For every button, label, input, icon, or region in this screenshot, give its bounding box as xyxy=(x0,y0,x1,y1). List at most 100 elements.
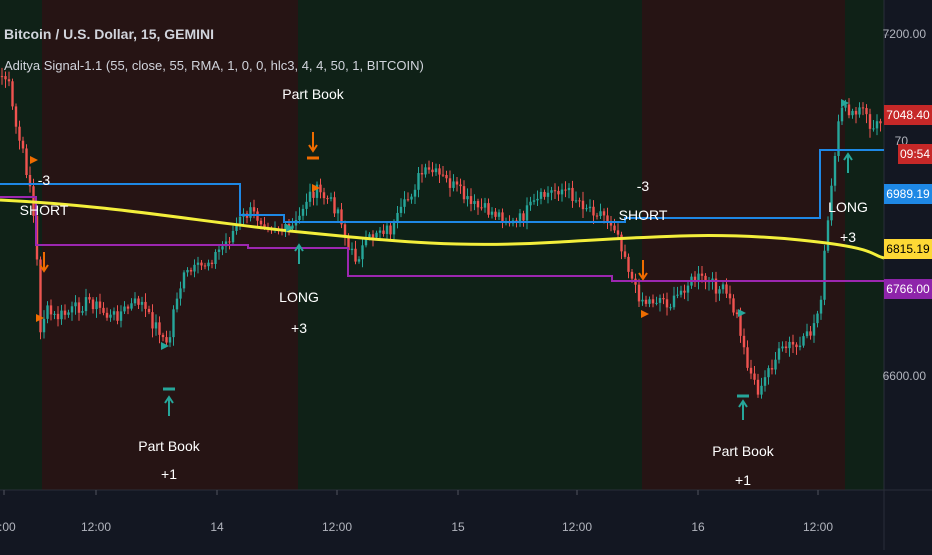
candle-body xyxy=(151,312,154,329)
candle-body xyxy=(546,192,550,197)
candle-body xyxy=(553,190,557,192)
price-tick-6600: 6600.00 xyxy=(882,369,926,383)
candle-body xyxy=(518,213,522,222)
short-arrow-2-head xyxy=(638,272,648,281)
time-tick-7: 12:00 xyxy=(802,520,834,534)
candle-body xyxy=(126,306,130,309)
candle-body xyxy=(378,230,382,233)
candle-body xyxy=(4,76,7,80)
candle-body xyxy=(312,191,315,198)
candle-body xyxy=(665,299,669,308)
candle-body xyxy=(42,318,46,333)
candle-body xyxy=(718,289,721,294)
candle-body xyxy=(130,303,133,309)
candle-body xyxy=(112,311,116,315)
candle-body xyxy=(788,341,791,349)
candle-body xyxy=(427,167,431,170)
candle-body xyxy=(756,379,760,395)
candle-body xyxy=(186,269,189,273)
time-tick-4: 15 xyxy=(451,520,465,534)
candle-body xyxy=(543,191,546,197)
candle-body xyxy=(714,278,718,294)
candle-body xyxy=(231,230,235,243)
candle-body xyxy=(263,224,266,228)
level-price-label: 6766.00 xyxy=(884,279,932,299)
candle-body xyxy=(616,230,620,235)
candle-body xyxy=(830,185,833,221)
candle-body xyxy=(74,302,77,307)
candle-body xyxy=(102,307,105,313)
candle-body xyxy=(770,368,774,370)
candle-body xyxy=(742,335,746,348)
candle-body xyxy=(774,359,777,370)
candle-body xyxy=(98,301,102,308)
candle-body xyxy=(389,225,392,235)
trailing-stop-line xyxy=(0,149,884,223)
candle-body xyxy=(56,313,60,320)
candle-body xyxy=(662,298,665,300)
candle-body xyxy=(403,199,406,207)
moving-average-line xyxy=(0,198,885,260)
candle-body xyxy=(343,224,347,237)
candle-body xyxy=(256,211,259,221)
candle-body xyxy=(693,276,697,283)
candle-body xyxy=(284,223,287,230)
candle-body xyxy=(648,299,651,304)
candle-body xyxy=(816,313,819,324)
candle-body xyxy=(851,110,854,116)
candle-body xyxy=(193,264,196,272)
candle-body xyxy=(158,322,161,335)
candle-body xyxy=(420,173,424,175)
candle-body xyxy=(417,173,420,190)
candle-body xyxy=(749,367,753,374)
candle-body xyxy=(81,311,84,313)
candle-body xyxy=(133,298,137,304)
time-tick-0: 3:00 xyxy=(0,520,16,534)
candle-body xyxy=(609,221,613,226)
candle-body xyxy=(123,306,126,312)
time-tick-6: 16 xyxy=(691,520,705,534)
candle-body xyxy=(396,212,399,222)
candle-body xyxy=(340,209,343,225)
short-arrow-1-head xyxy=(39,264,49,273)
candle-body xyxy=(462,186,466,200)
time-tick-1: 12:00 xyxy=(80,520,112,534)
candle-body xyxy=(67,312,70,315)
candle-body xyxy=(18,126,21,141)
candle-body xyxy=(217,249,221,252)
candle-body xyxy=(77,302,81,313)
candle-body xyxy=(763,377,767,386)
candle-body xyxy=(39,259,42,333)
long-arrow-2-head xyxy=(843,152,853,161)
candle-body xyxy=(357,259,361,262)
candle-body xyxy=(746,347,749,368)
candle-body xyxy=(7,79,11,82)
candle-body xyxy=(322,192,326,199)
candle-body xyxy=(595,215,599,217)
candle-body xyxy=(476,201,480,208)
candle-body xyxy=(301,208,305,216)
candle-body xyxy=(620,234,623,252)
candle-body xyxy=(333,197,336,214)
candle-body xyxy=(354,248,357,262)
candle-body xyxy=(116,311,119,321)
candle-body xyxy=(119,311,123,321)
signal-zone-4 xyxy=(845,0,884,490)
symbol-title: Bitcoin / U.S. Dollar, 15, GEMINI xyxy=(4,26,215,42)
candle-body xyxy=(686,285,690,293)
candle-body xyxy=(235,224,238,231)
candle-body xyxy=(25,148,28,175)
candle-body xyxy=(564,189,567,191)
candle-body xyxy=(781,346,784,349)
candle-body xyxy=(203,265,207,267)
candle-body xyxy=(385,225,389,234)
candle-body xyxy=(252,207,256,212)
candle-body xyxy=(210,262,214,264)
candle-body xyxy=(490,211,494,215)
candle-body xyxy=(473,201,476,204)
candle-body xyxy=(574,200,578,202)
candle-body xyxy=(494,211,497,217)
candle-body xyxy=(84,297,88,312)
